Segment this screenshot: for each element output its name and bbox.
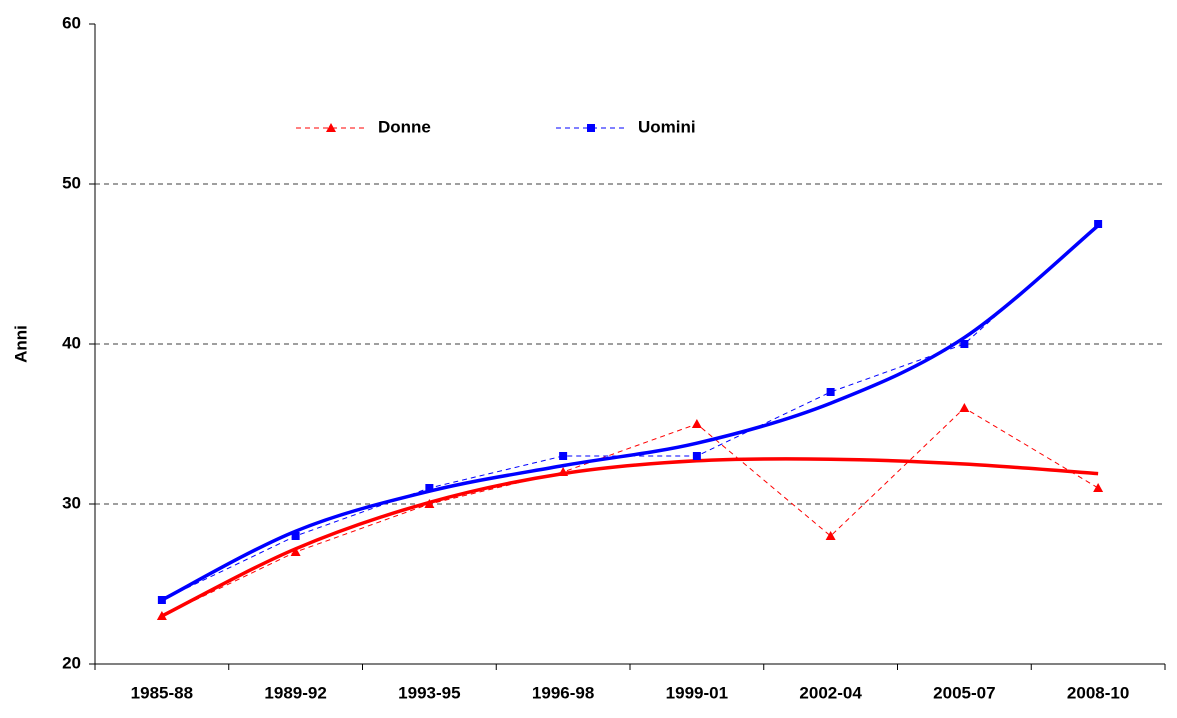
y-tick-label: 20 <box>62 653 81 672</box>
data-point <box>157 596 166 604</box>
data-point <box>691 419 702 428</box>
x-tick-label: 1996-98 <box>532 683 594 702</box>
data-point <box>425 484 434 492</box>
x-tick-label: 2008-10 <box>1067 683 1129 702</box>
x-tick-label: 1993-95 <box>398 683 460 702</box>
data-point <box>959 403 970 412</box>
series-line <box>161 223 1099 601</box>
data-point <box>290 547 301 556</box>
data-point <box>424 499 435 508</box>
data-point <box>1094 220 1103 228</box>
data-point <box>1093 483 1104 492</box>
trend-line <box>161 457 1099 618</box>
y-tick-label: 60 <box>62 13 81 32</box>
data-point <box>826 388 835 396</box>
data-point <box>291 532 300 540</box>
y-tick-label: 50 <box>62 173 81 192</box>
data-point <box>558 467 569 476</box>
legend-label: Uomini <box>638 117 696 136</box>
data-point <box>559 452 568 460</box>
legend-marker <box>587 124 595 132</box>
y-tick-label: 40 <box>62 333 81 352</box>
y-tick-label: 30 <box>62 493 81 512</box>
legend-marker <box>326 123 336 132</box>
x-tick-label: 1985-88 <box>131 683 193 702</box>
legend-label: Donne <box>378 117 431 136</box>
y-axis-label: Anni <box>11 325 30 363</box>
x-tick-label: 1999-01 <box>666 683 728 702</box>
data-point <box>692 452 701 460</box>
data-point <box>156 611 167 620</box>
x-tick-label: 2005-07 <box>933 683 995 702</box>
x-tick-label: 1989-92 <box>264 683 326 702</box>
data-point <box>960 340 969 348</box>
series-line <box>161 407 1099 617</box>
data-point <box>825 531 836 540</box>
trend-line <box>161 224 1100 602</box>
x-tick-label: 2002-04 <box>799 683 862 702</box>
